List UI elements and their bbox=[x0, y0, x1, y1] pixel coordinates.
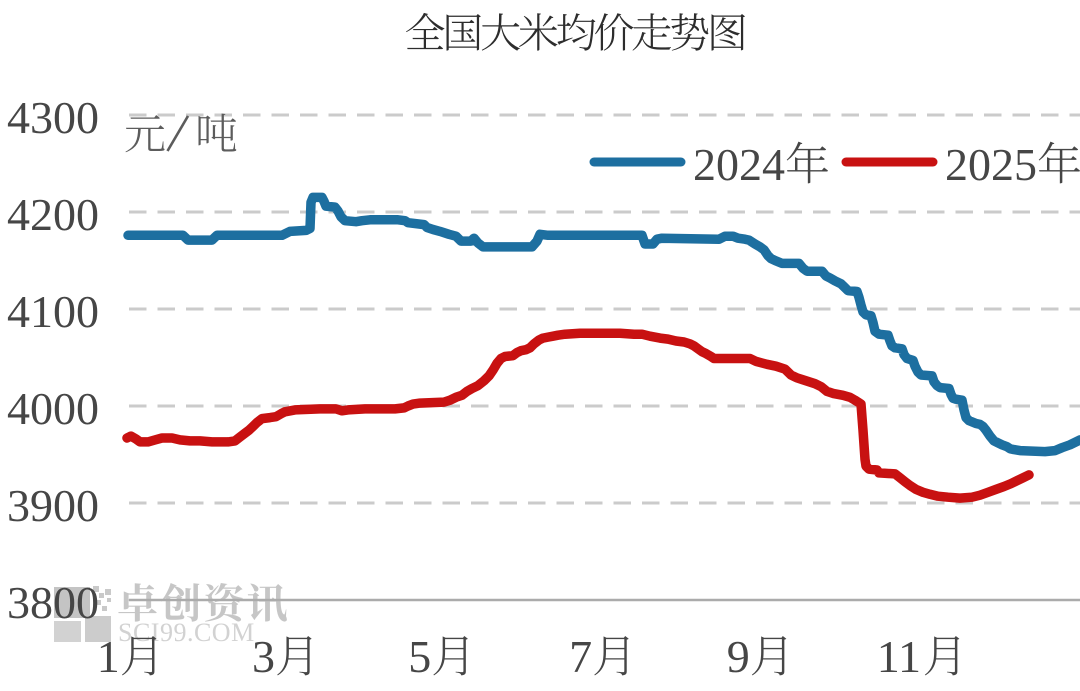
svg-text:SCI99.COM: SCI99.COM bbox=[118, 618, 255, 647]
svg-text:2025: 2025 bbox=[945, 139, 1037, 190]
svg-text:4000: 4000 bbox=[7, 383, 99, 434]
svg-text:4200: 4200 bbox=[7, 189, 99, 240]
svg-text:9: 9 bbox=[727, 631, 750, 682]
svg-text:11: 11 bbox=[877, 631, 921, 682]
svg-text:1: 1 bbox=[97, 631, 120, 682]
svg-text:5: 5 bbox=[408, 631, 431, 682]
svg-text:3: 3 bbox=[252, 631, 275, 682]
svg-text:3800: 3800 bbox=[7, 577, 99, 628]
svg-text:2024: 2024 bbox=[693, 139, 785, 190]
svg-text:4300: 4300 bbox=[7, 92, 99, 143]
svg-text:3900: 3900 bbox=[7, 480, 99, 531]
svg-text:4100: 4100 bbox=[7, 286, 99, 337]
svg-text:7: 7 bbox=[569, 631, 592, 682]
